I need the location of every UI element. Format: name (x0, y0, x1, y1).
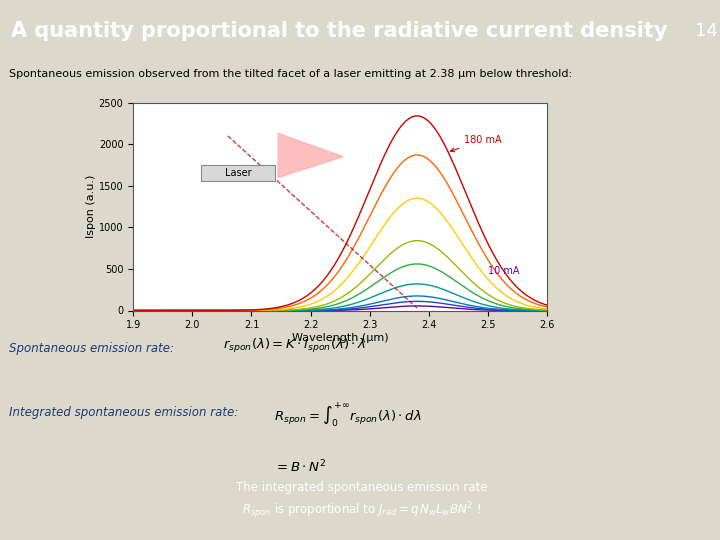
Text: $R_{spon} = \int_0^{+\infty} r_{spon}(\lambda) \cdot d\lambda$: $R_{spon} = \int_0^{+\infty} r_{spon}(\l… (274, 401, 421, 430)
Text: $r_{spon}(\lambda) = K \cdot I_{spon}(\lambda) \cdot \lambda$: $r_{spon}(\lambda) = K \cdot I_{spon}(\l… (223, 337, 366, 355)
Text: Spontaneous emission rate:: Spontaneous emission rate: (9, 342, 174, 355)
Text: 180 mA: 180 mA (451, 135, 502, 152)
Text: A quantity proportional to the radiative current density: A quantity proportional to the radiative… (11, 21, 667, 41)
FancyBboxPatch shape (201, 165, 275, 181)
Y-axis label: Ispon (a.u.): Ispon (a.u.) (86, 175, 96, 238)
Text: $R_{spon}$ is proportional to $J_{rad} = q\,N_w L_w B N^2$ !: $R_{spon}$ is proportional to $J_{rad} =… (243, 501, 481, 521)
Text: Laser: Laser (225, 168, 252, 178)
Text: The integrated spontaneous emission rate: The integrated spontaneous emission rate (236, 482, 487, 495)
Text: 10 mA: 10 mA (488, 266, 520, 275)
Text: Integrated spontaneous emission rate:: Integrated spontaneous emission rate: (9, 406, 238, 419)
Text: $= B \cdot N^2$: $= B \cdot N^2$ (274, 459, 326, 475)
Text: Spontaneous emission observed from the tilted facet of a laser emitting at 2.38 : Spontaneous emission observed from the t… (9, 69, 572, 79)
Polygon shape (278, 133, 343, 178)
Text: 14: 14 (695, 22, 718, 40)
X-axis label: Wavelength (μm): Wavelength (μm) (292, 333, 389, 343)
